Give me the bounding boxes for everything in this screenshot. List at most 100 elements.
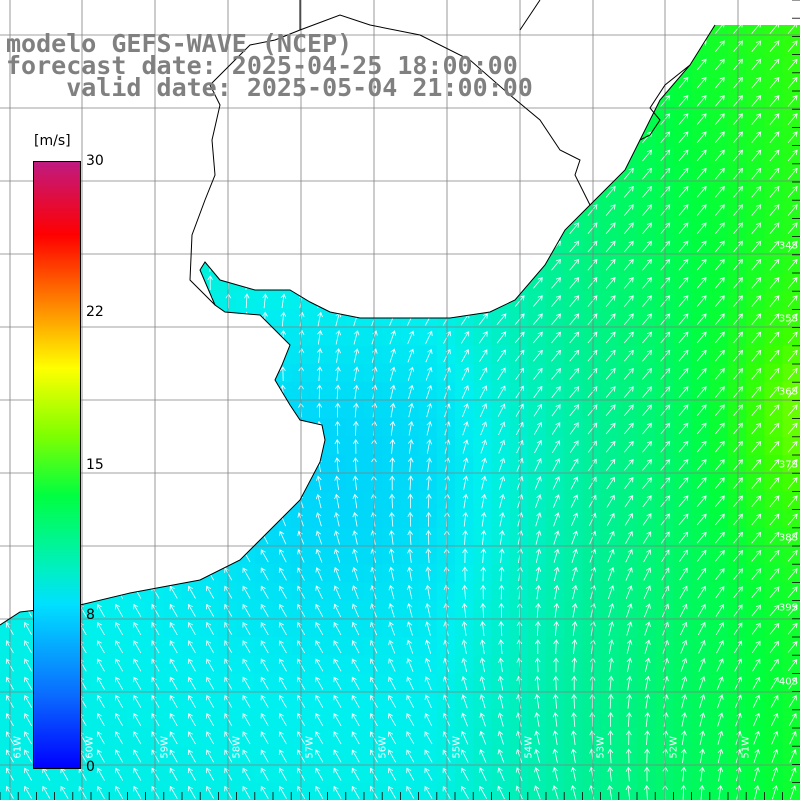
wind-arrow [625, 531, 633, 545]
wind-arrow [751, 586, 762, 599]
wind-arrow [553, 584, 560, 600]
wind-arrow [714, 258, 725, 271]
wind-arrow [534, 730, 540, 745]
wind-speed-cell [709, 182, 729, 201]
wind-speed-cell [200, 218, 219, 238]
wind-arrow [334, 512, 340, 527]
wind-speed-cell [764, 163, 784, 183]
wind-arrow [696, 440, 707, 453]
wind-speed-cell [18, 109, 37, 128]
wind-speed-cell [746, 527, 765, 547]
wind-arrow [769, 331, 780, 344]
wind-arrow [534, 748, 541, 764]
wind-speed-cell [582, 54, 602, 74]
wind-speed-cell [127, 364, 147, 383]
wind-arrow [716, 676, 724, 690]
wind-arrow [532, 240, 543, 253]
coastline [0, 0, 716, 626]
wind-arrow [171, 166, 178, 181]
wind-speed-cell [418, 127, 438, 147]
wind-speed-cell [691, 72, 711, 92]
wind-arrow [587, 240, 598, 253]
wind-speed-cell [582, 618, 602, 638]
wind-speed-cell [691, 309, 711, 329]
wind-speed-cell [637, 655, 656, 674]
wind-arrow [751, 550, 762, 562]
wind-speed-cell [746, 473, 765, 492]
wind-arrow [133, 713, 142, 727]
wind-speed-cell [418, 25, 438, 37]
wind-arrow [497, 767, 505, 781]
wind-arrow [99, 4, 105, 17]
wind-arrow [605, 25, 616, 34]
wind-speed-cell [582, 509, 602, 529]
wind-speed-cell [91, 400, 110, 420]
wind-arrow [696, 95, 707, 107]
wind-arrow [787, 440, 798, 453]
wind-speed-cell [673, 236, 693, 256]
wind-arrow [498, 548, 505, 563]
wind-speed-cell [200, 509, 219, 529]
wind-arrow [389, 348, 396, 363]
wind-speed-cell [728, 200, 747, 219]
wind-speed-cell [691, 564, 711, 583]
wind-arrow [479, 694, 486, 709]
wind-arrow [497, 712, 504, 727]
wind-arrow [769, 58, 780, 71]
wind-arrow [424, 785, 433, 799]
wind-arrow [426, 384, 433, 399]
wind-arrow [187, 567, 196, 581]
wind-speed-cell [746, 163, 765, 183]
wind-arrow [390, 402, 396, 418]
wind-arrow [532, 76, 543, 89]
wind-speed-cell [418, 509, 438, 529]
wind-speed-cell [618, 746, 638, 765]
wind-speed-cell [637, 637, 656, 656]
wind-speed-cell [345, 182, 365, 201]
wind-speed-cell [709, 473, 729, 492]
wind-arrow [315, 658, 324, 672]
wind-speed-cell [0, 527, 19, 547]
wind-arrow [751, 349, 762, 362]
wind-speed-cell [382, 400, 401, 420]
wind-speed-cell [546, 527, 565, 547]
wind-speed-cell [618, 327, 638, 347]
wind-arrow [280, 257, 287, 272]
wind-arrow [587, 25, 598, 34]
wind-arrow [405, 186, 416, 198]
wind-arrow [262, 293, 268, 309]
wind-speed-cell [546, 145, 565, 165]
wind-arrow [280, 366, 286, 382]
wind-speed-cell [728, 564, 747, 583]
wind-speed-cell [327, 127, 347, 147]
wind-arrow [623, 277, 634, 289]
wind-speed-cell [418, 618, 438, 638]
wind-speed-cell [582, 309, 602, 329]
wind-arrow [387, 149, 398, 162]
wind-speed-cell [163, 400, 183, 420]
wind-speed-cell [709, 491, 729, 511]
wind-arrow [678, 386, 689, 398]
wind-speed-cell [527, 709, 547, 729]
wind-speed-cell [382, 291, 401, 310]
wind-speed-cell [200, 418, 219, 438]
wind-speed-cell [746, 91, 765, 110]
wind-arrow [497, 730, 504, 745]
wind-arrow [787, 240, 798, 253]
wind-speed-cell [546, 582, 565, 602]
wind-speed-cell [200, 382, 219, 401]
wind-speed-cell [455, 673, 474, 693]
wind-arrow [623, 240, 634, 253]
wind-speed-cell [600, 418, 620, 438]
wind-speed-cell [473, 527, 492, 547]
wind-speed-cell [728, 91, 747, 110]
wind-speed-cell [509, 364, 529, 383]
wind-speed-cell [673, 509, 693, 529]
wind-arrow [714, 331, 725, 344]
wind-arrow [680, 657, 688, 672]
wind-speed-cell [364, 345, 383, 365]
wind-arrow [789, 749, 797, 763]
wind-arrow [389, 475, 396, 491]
wind-arrow [134, 166, 141, 181]
wind-speed-cell [618, 418, 638, 438]
